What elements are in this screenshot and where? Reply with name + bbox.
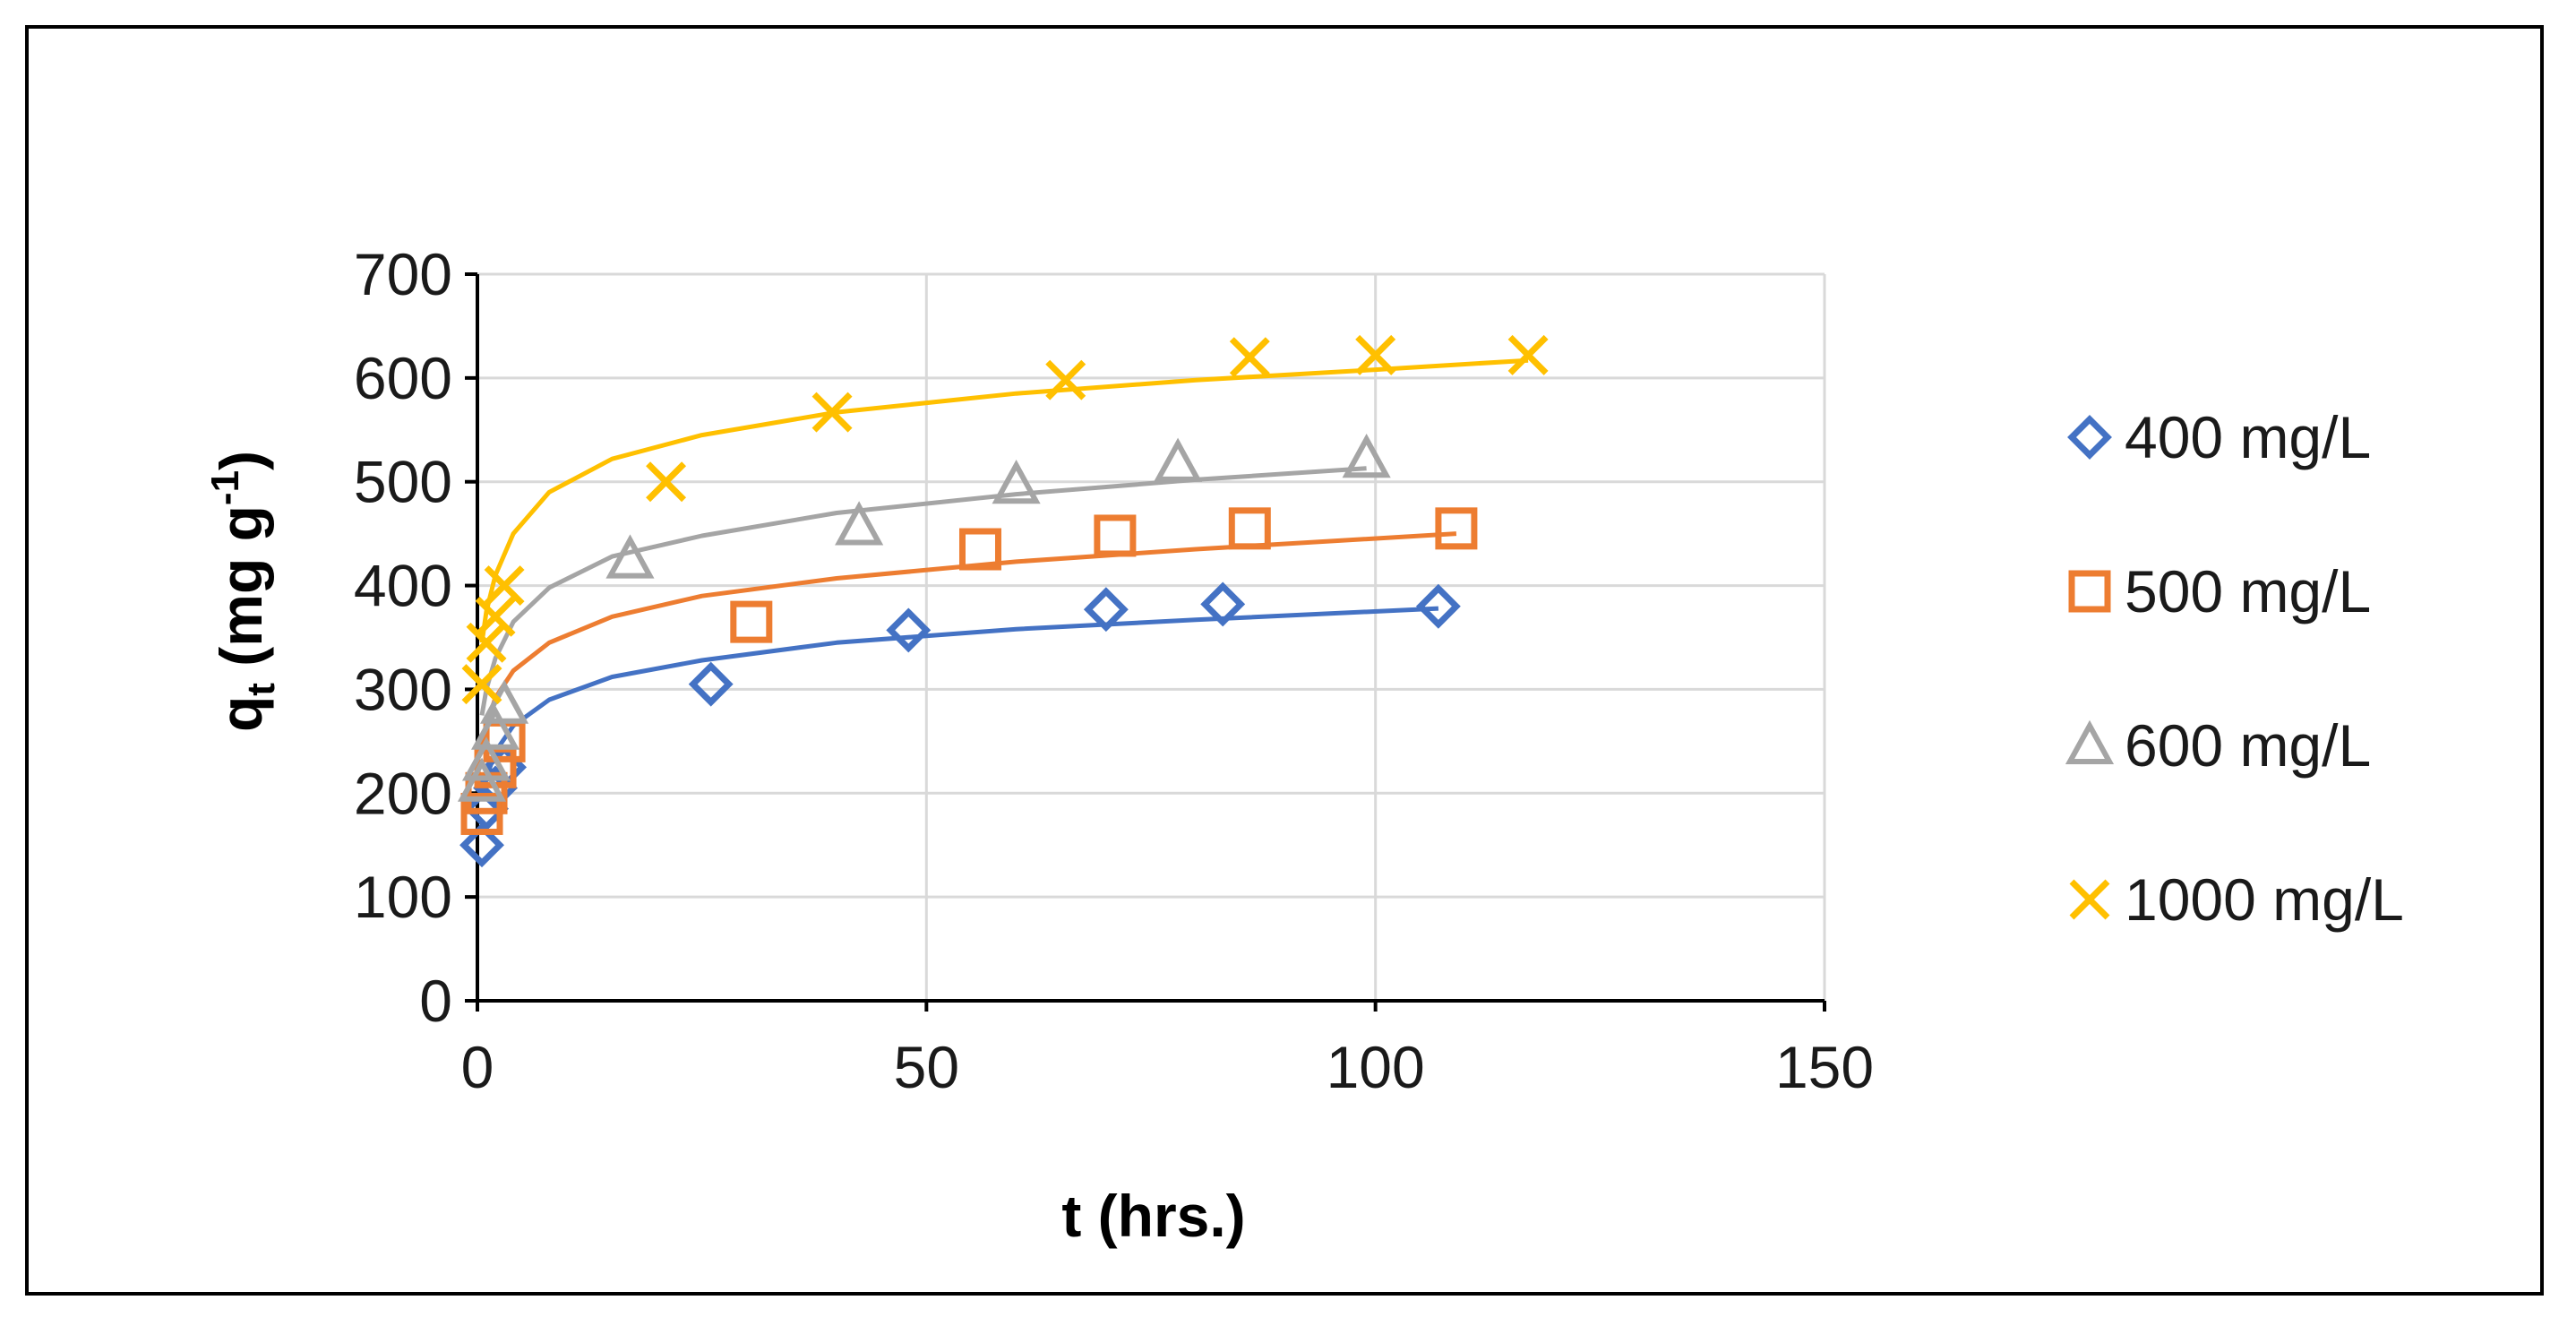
point-600-mg-l-8	[1342, 434, 1391, 478]
y-tick-label-700: 700	[354, 241, 452, 307]
fit-curve-400-mg-l	[479, 606, 1439, 799]
y-axis-title-superscript: -1	[203, 470, 247, 505]
legend-label-1000-mg-l: 1000 mg/L	[2125, 866, 2404, 933]
legend-marker-400-mg-l	[2067, 415, 2112, 460]
point-1000-mg-l-7	[1229, 337, 1270, 378]
y-tick-label-400: 400	[354, 553, 452, 619]
point-1000-mg-l-8	[1355, 334, 1396, 375]
point-600-mg-l-7	[1154, 437, 1203, 482]
point-500-mg-l-6	[1094, 514, 1137, 557]
data-markers	[457, 334, 1549, 868]
point-400-mg-l-5	[886, 607, 932, 653]
axes	[465, 272, 1826, 1012]
fit-curve-600-mg-l	[479, 466, 1367, 716]
point-600-mg-l-2	[470, 705, 520, 750]
x-tick-label-50: 50	[894, 1034, 959, 1100]
point-500-mg-l-5	[958, 528, 1001, 571]
y-axis-title: qt (mg g-1)	[203, 451, 283, 732]
point-400-mg-l-4	[688, 661, 734, 707]
legend: 400 mg/L 500 mg/L 600 mg/L 1000 mg/L	[2065, 404, 2404, 933]
x-tick-label-150: 150	[1775, 1034, 1874, 1100]
point-600-mg-l-6	[992, 459, 1041, 504]
point-1000-mg-l-3	[484, 565, 525, 607]
y-tick-label-100: 100	[354, 864, 452, 930]
y-tick-label-300: 300	[354, 656, 452, 722]
point-600-mg-l-5	[835, 501, 884, 546]
y-axis-title-unit: (mg g	[208, 505, 274, 683]
point-400-mg-l-7	[1200, 581, 1246, 627]
point-600-mg-l-0	[457, 757, 507, 802]
point-600-mg-l-3	[480, 679, 529, 724]
point-1000-mg-l-9	[1507, 334, 1549, 375]
legend-marker-600-mg-l	[2065, 719, 2115, 764]
point-400-mg-l-6	[1083, 587, 1129, 633]
point-500-mg-l-7	[1228, 507, 1271, 550]
point-500-mg-l-4	[730, 600, 773, 643]
figure-frame	[25, 25, 2544, 1296]
point-1000-mg-l-0	[461, 664, 502, 705]
x-tick-label-0: 0	[461, 1034, 494, 1100]
point-1000-mg-l-4	[646, 461, 687, 503]
legend-marker-500-mg-l	[2068, 570, 2111, 613]
point-500-mg-l-8	[1435, 507, 1478, 550]
legend-label-400-mg-l: 400 mg/L	[2125, 404, 2371, 470]
grid-lines	[477, 272, 1826, 1001]
legend-label-500-mg-l: 500 mg/L	[2125, 558, 2371, 624]
x-axis-title: t (hrs.)	[1061, 1183, 1245, 1249]
point-1000-mg-l-5	[811, 392, 853, 433]
y-tick-label-500: 500	[354, 449, 452, 515]
legend-marker-1000-mg-l	[2069, 879, 2110, 920]
legend-label-600-mg-l: 600 mg/L	[2125, 712, 2371, 779]
y-axis-title-main: q	[208, 696, 274, 732]
point-600-mg-l-1	[461, 736, 511, 781]
y-tick-label-200: 200	[354, 760, 452, 826]
point-400-mg-l-0	[459, 822, 504, 868]
point-1000-mg-l-6	[1045, 359, 1086, 400]
point-400-mg-l-8	[1415, 583, 1461, 629]
y-tick-label-600: 600	[354, 345, 452, 411]
point-1000-mg-l-2	[475, 596, 516, 637]
fit-curve-1000-mg-l	[479, 357, 1529, 643]
y-axis-title-subscript: t	[239, 683, 283, 696]
point-600-mg-l-4	[605, 534, 655, 579]
tick-labels: 0 100 200 300 400 500 600 700 0 50 100 150	[354, 241, 1874, 1100]
x-tick-label-100: 100	[1327, 1034, 1425, 1100]
fit-curves	[479, 357, 1529, 799]
point-1000-mg-l-1	[466, 622, 507, 663]
y-axis-title-close: )	[208, 451, 274, 470]
y-tick-label-0: 0	[419, 968, 452, 1034]
